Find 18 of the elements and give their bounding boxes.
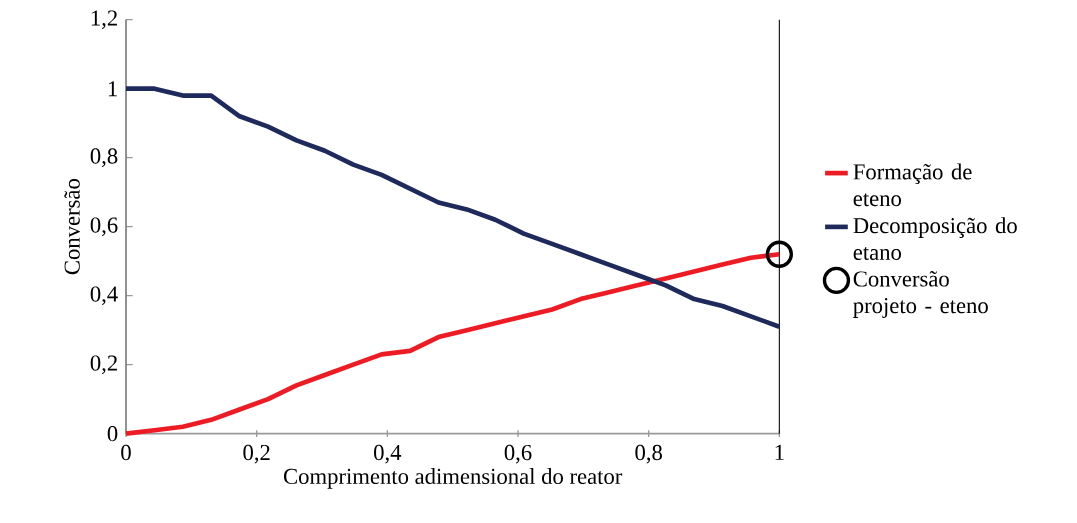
y-tick-label: 0,6 [90,217,118,236]
legend-label: Conversão projeto - eteno [853,271,988,318]
x-tick-label: 0 [121,444,131,461]
x-tick-label: 0,6 [504,444,532,464]
x-tick-label: 0,2 [243,444,270,464]
x-axis-title: Comprimento adimensional do reator [283,468,623,489]
y-tick-label: 0,8 [90,148,118,167]
y-tick-label: 1 [108,81,117,97]
y-tick-label: 0,4 [90,286,118,305]
legend-label: Decomposição do etano [853,217,1017,260]
y-tick-label: 1,2 [91,10,117,29]
y-axis-title: Conversão [64,179,80,275]
x-tick-label: 1 [775,444,784,460]
legend-label: Formação de eteno [853,163,972,207]
x-tick-label: 0,4 [374,444,402,464]
x-tick-label: 0,8 [635,444,662,464]
y-tick-label: 0 [107,426,118,442]
y-tick-label: 0,2 [90,355,117,374]
